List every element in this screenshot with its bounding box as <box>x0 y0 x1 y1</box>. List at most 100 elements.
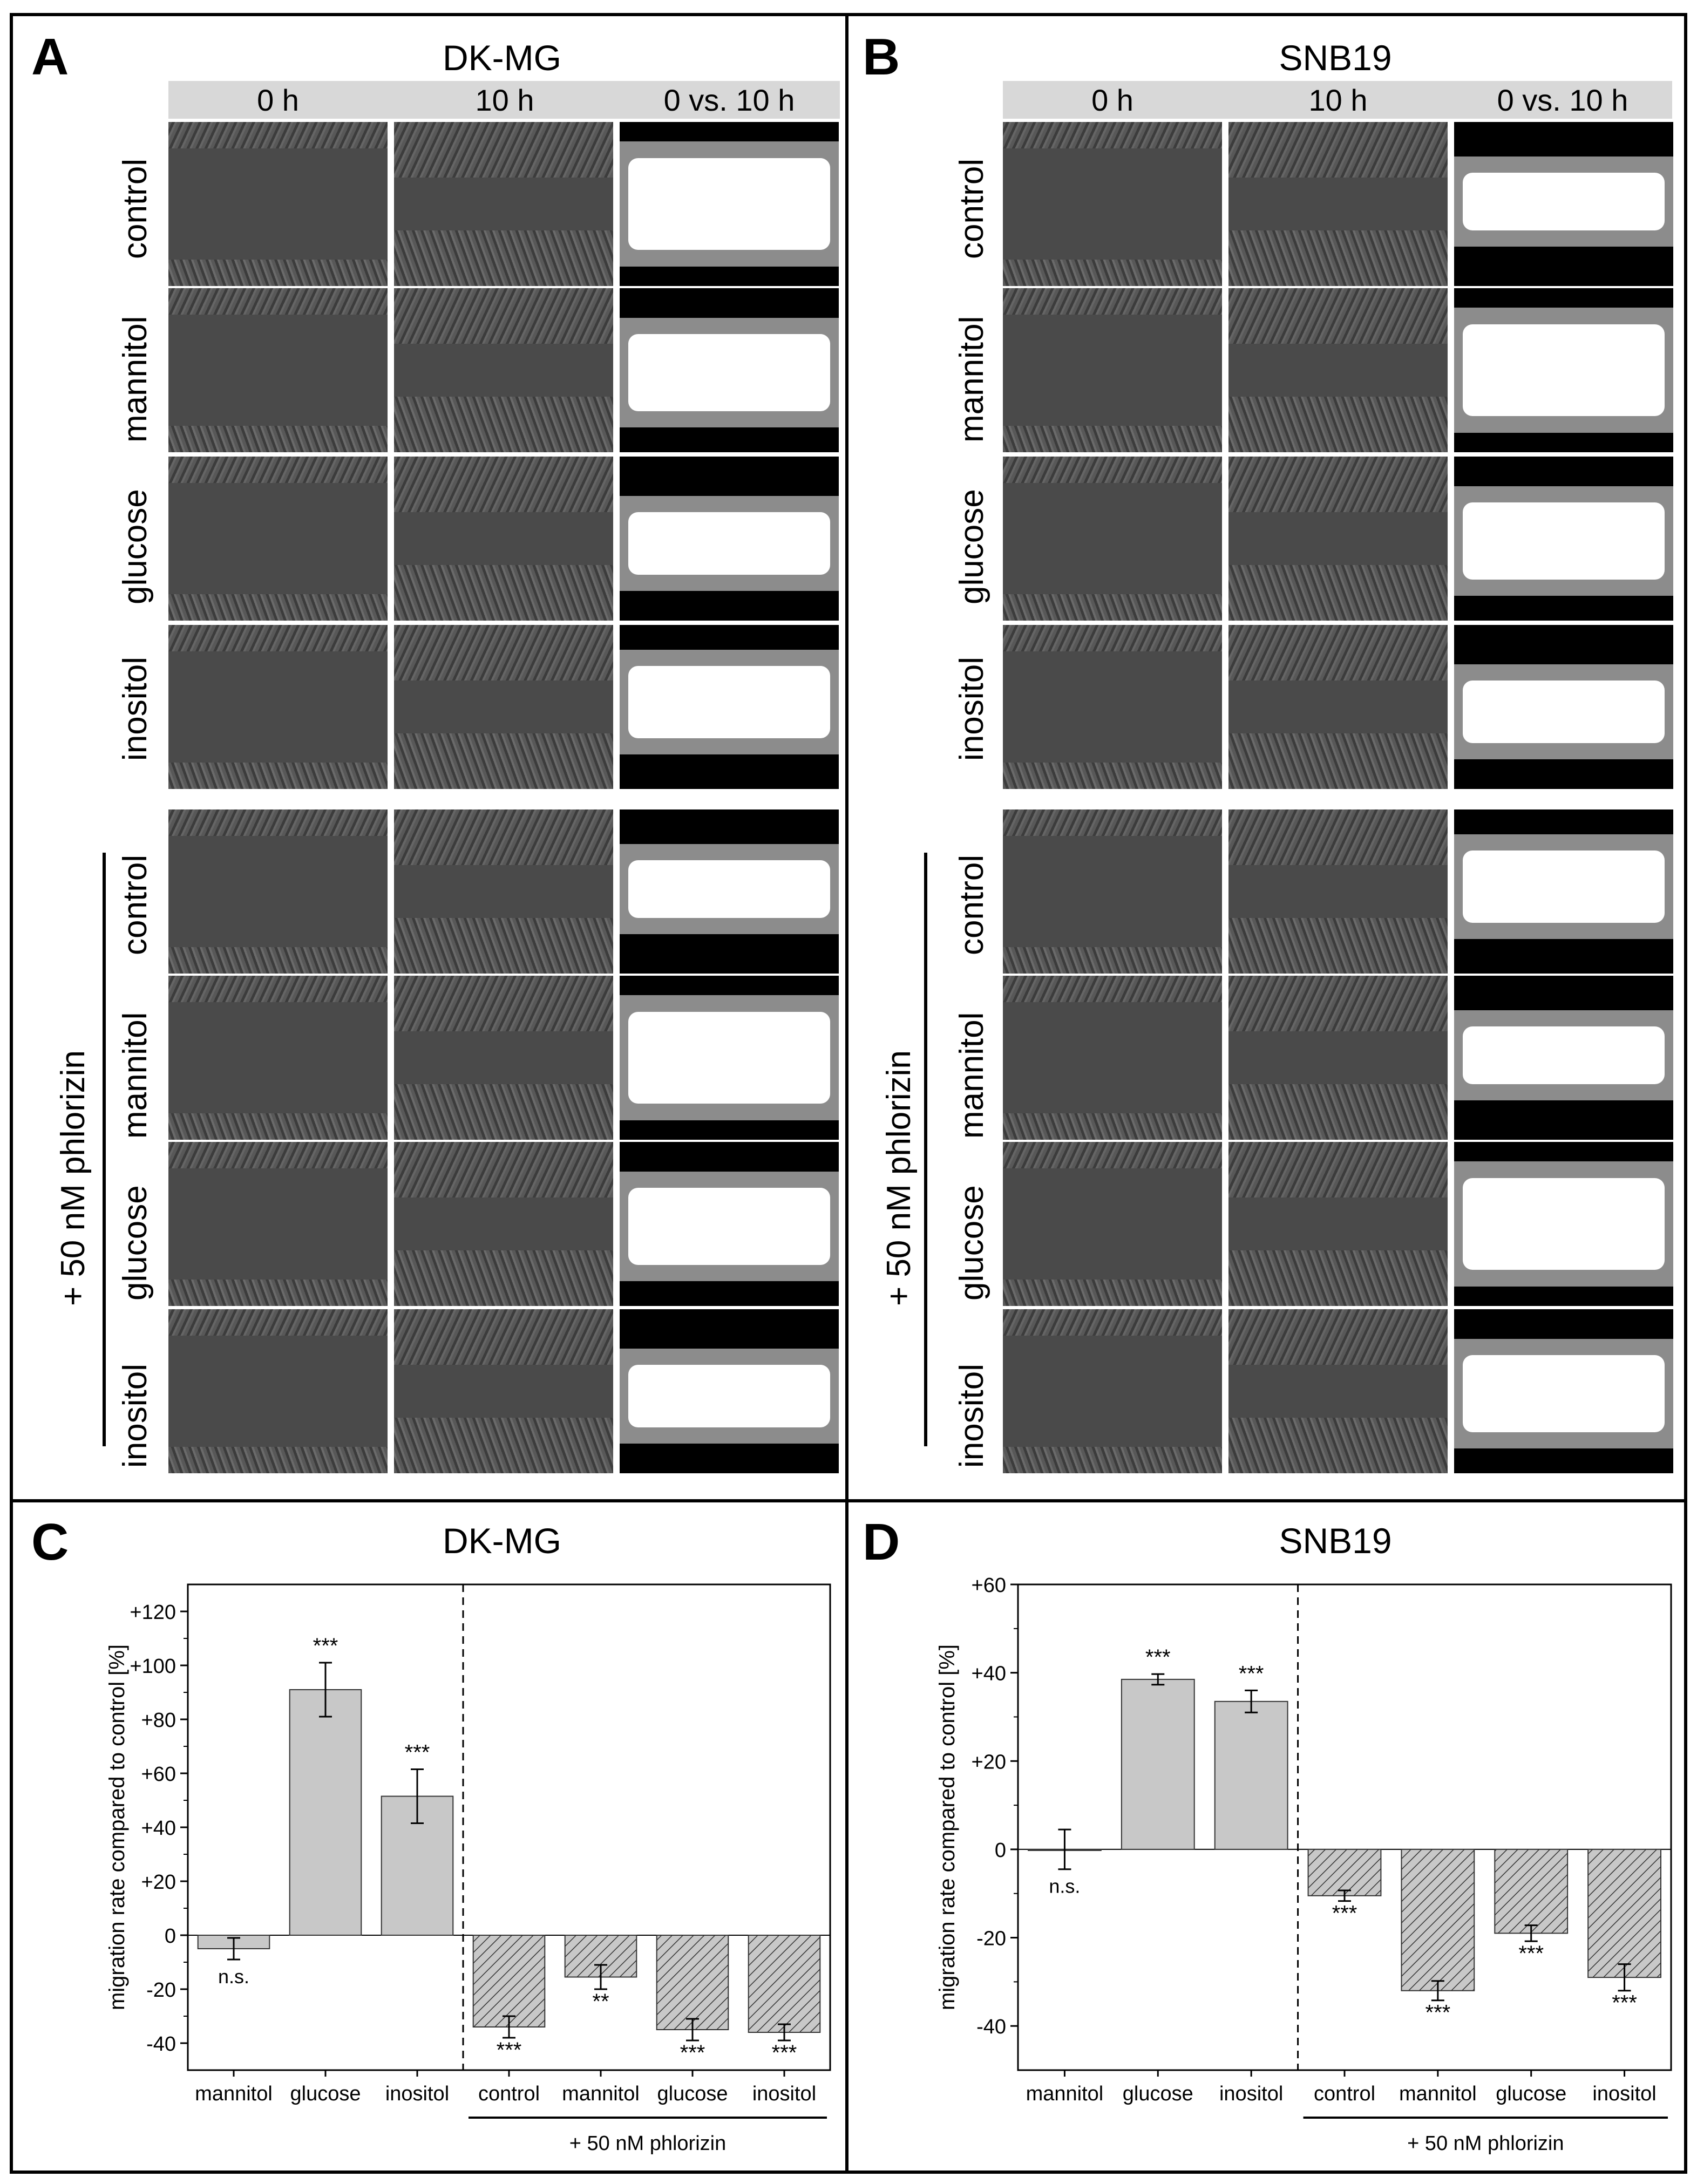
x-tick-label: control <box>478 2083 540 2105</box>
micrograph-0h <box>168 122 388 286</box>
row-label-control: control <box>953 158 990 259</box>
phlorizin-bracket-b <box>924 853 927 1446</box>
micrograph-0h <box>168 288 388 452</box>
x-tick-label: inositol <box>752 2083 816 2105</box>
significance-label: *** <box>1426 2001 1451 2025</box>
micrograph-0h <box>168 809 388 974</box>
x-tick-label: control <box>1314 2083 1375 2105</box>
row-label-control: control <box>117 854 154 955</box>
y-tick-label: -20 <box>976 1928 1006 1950</box>
wound-closure-overlay <box>1454 457 1673 621</box>
plot-area <box>1017 1583 1672 2071</box>
x-tick-label: glucose <box>1123 2083 1193 2105</box>
micrograph-10h <box>1228 976 1448 1140</box>
micrograph-10h <box>394 122 613 286</box>
bar <box>1307 1848 1382 1896</box>
figure-frame <box>10 13 1687 2174</box>
y-tick-label: +60 <box>141 1763 176 1786</box>
significance-label: *** <box>1145 1645 1171 1669</box>
y-tick-label: +80 <box>141 1709 176 1732</box>
divider-vertical <box>845 13 848 2174</box>
row-label-glucose: glucose <box>117 489 154 604</box>
y-tick-label: 0 <box>995 1839 1006 1862</box>
micrograph-10h <box>1228 1142 1448 1306</box>
row-label-inositol: inositol <box>953 1364 990 1468</box>
micrograph-0h <box>1003 976 1222 1140</box>
micrograph-0h <box>1003 1309 1222 1473</box>
phlorizin-label-a: + 50 nM phlorizin <box>55 1050 92 1306</box>
y-axis-label: migration rate compared to control [%] <box>935 1644 959 2010</box>
bar-chart-d: -40 -20 0 +20 +40 +60 migration rate compared … <box>935 1574 1672 2155</box>
micrograph-0h <box>168 625 388 789</box>
micrograph-10h <box>394 809 613 974</box>
y-tick-label: 0 <box>165 1925 176 1948</box>
significance-label: n.s. <box>1049 1875 1080 1897</box>
micrograph-10h <box>1228 288 1448 452</box>
wound-closure-overlay <box>620 976 839 1140</box>
column-header-10h: 10 h <box>1308 83 1368 117</box>
micrograph-10h <box>394 976 613 1140</box>
micrograph-10h <box>394 625 613 789</box>
y-tick-label: +40 <box>141 1817 176 1840</box>
column-header-10h: 10 h <box>475 83 534 117</box>
wound-closure-overlay <box>1454 1309 1673 1473</box>
row-label-inositol: inositol <box>953 657 990 761</box>
wound-closure-overlay <box>1454 288 1673 452</box>
y-tick-label: +120 <box>130 1601 176 1624</box>
y-axis-label: migration rate compared to control [%] <box>105 1644 129 2010</box>
x-tick-label: inositol <box>385 2083 449 2105</box>
row-label-glucose: glucose <box>953 1185 990 1301</box>
column-header-bar-b: 0 h 10 h 0 vs. 10 h <box>1003 81 1672 119</box>
significance-label: *** <box>680 2041 705 2065</box>
micrograph-10h <box>1228 1309 1448 1473</box>
micrograph-0h <box>1003 288 1222 452</box>
bar <box>1121 1678 1195 1850</box>
micrograph-10h <box>394 1142 613 1306</box>
row-label-mannitol: mannitol <box>953 316 990 443</box>
y-tick-label: +40 <box>972 1663 1006 1685</box>
bar <box>472 1935 546 2027</box>
panel-letter-d: D <box>863 1513 900 1571</box>
significance-label: *** <box>1239 1662 1264 1685</box>
row-label-mannitol: mannitol <box>117 1012 154 1139</box>
column-header-0h: 0 h <box>257 83 299 117</box>
x-tick-label: glucose <box>657 2083 728 2105</box>
x-tick-label: mannitol <box>1026 2083 1104 2105</box>
row-label-glucose: glucose <box>117 1185 154 1301</box>
panel-title-a: DK-MG <box>443 38 561 78</box>
panel-letter-a: A <box>31 28 69 86</box>
y-tick-label: -20 <box>146 1979 176 2002</box>
y-tick-label: +100 <box>130 1655 176 1678</box>
bar <box>1401 1848 1475 1991</box>
micrograph-10h <box>1228 122 1448 286</box>
divider-horizontal <box>10 1499 1687 1502</box>
micrograph-10h <box>1228 457 1448 621</box>
bar <box>289 1689 362 1936</box>
wound-closure-overlay <box>620 1142 839 1306</box>
x-tick-label: glucose <box>1496 2083 1566 2105</box>
panel-letter-c: C <box>31 1513 69 1571</box>
significance-label: *** <box>405 1741 430 1765</box>
bar <box>748 1935 821 2033</box>
bar <box>1587 1848 1661 1978</box>
x-tick-label: inositol <box>1219 2083 1283 2105</box>
row-label-mannitol: mannitol <box>117 316 154 443</box>
wound-closure-overlay <box>1454 809 1673 974</box>
y-tick-label: -40 <box>146 2033 176 2056</box>
wound-closure-overlay <box>620 625 839 789</box>
bar <box>1214 1700 1288 1850</box>
significance-label: *** <box>497 2038 522 2062</box>
group-label: + 50 nM phlorizin <box>569 2132 726 2155</box>
wound-closure-overlay <box>620 809 839 974</box>
micrograph-0h <box>1003 809 1222 974</box>
significance-label: ** <box>592 1990 609 2013</box>
row-label-control: control <box>117 158 154 259</box>
significance-label: *** <box>772 2041 797 2065</box>
micrograph-0h <box>168 457 388 621</box>
phlorizin-label-b: + 50 nM phlorizin <box>880 1050 918 1306</box>
significance-label: n.s. <box>218 1965 249 1988</box>
row-label-inositol: inositol <box>117 657 154 761</box>
micrograph-10h <box>394 457 613 621</box>
panel-title-b: SNB19 <box>1279 38 1392 78</box>
